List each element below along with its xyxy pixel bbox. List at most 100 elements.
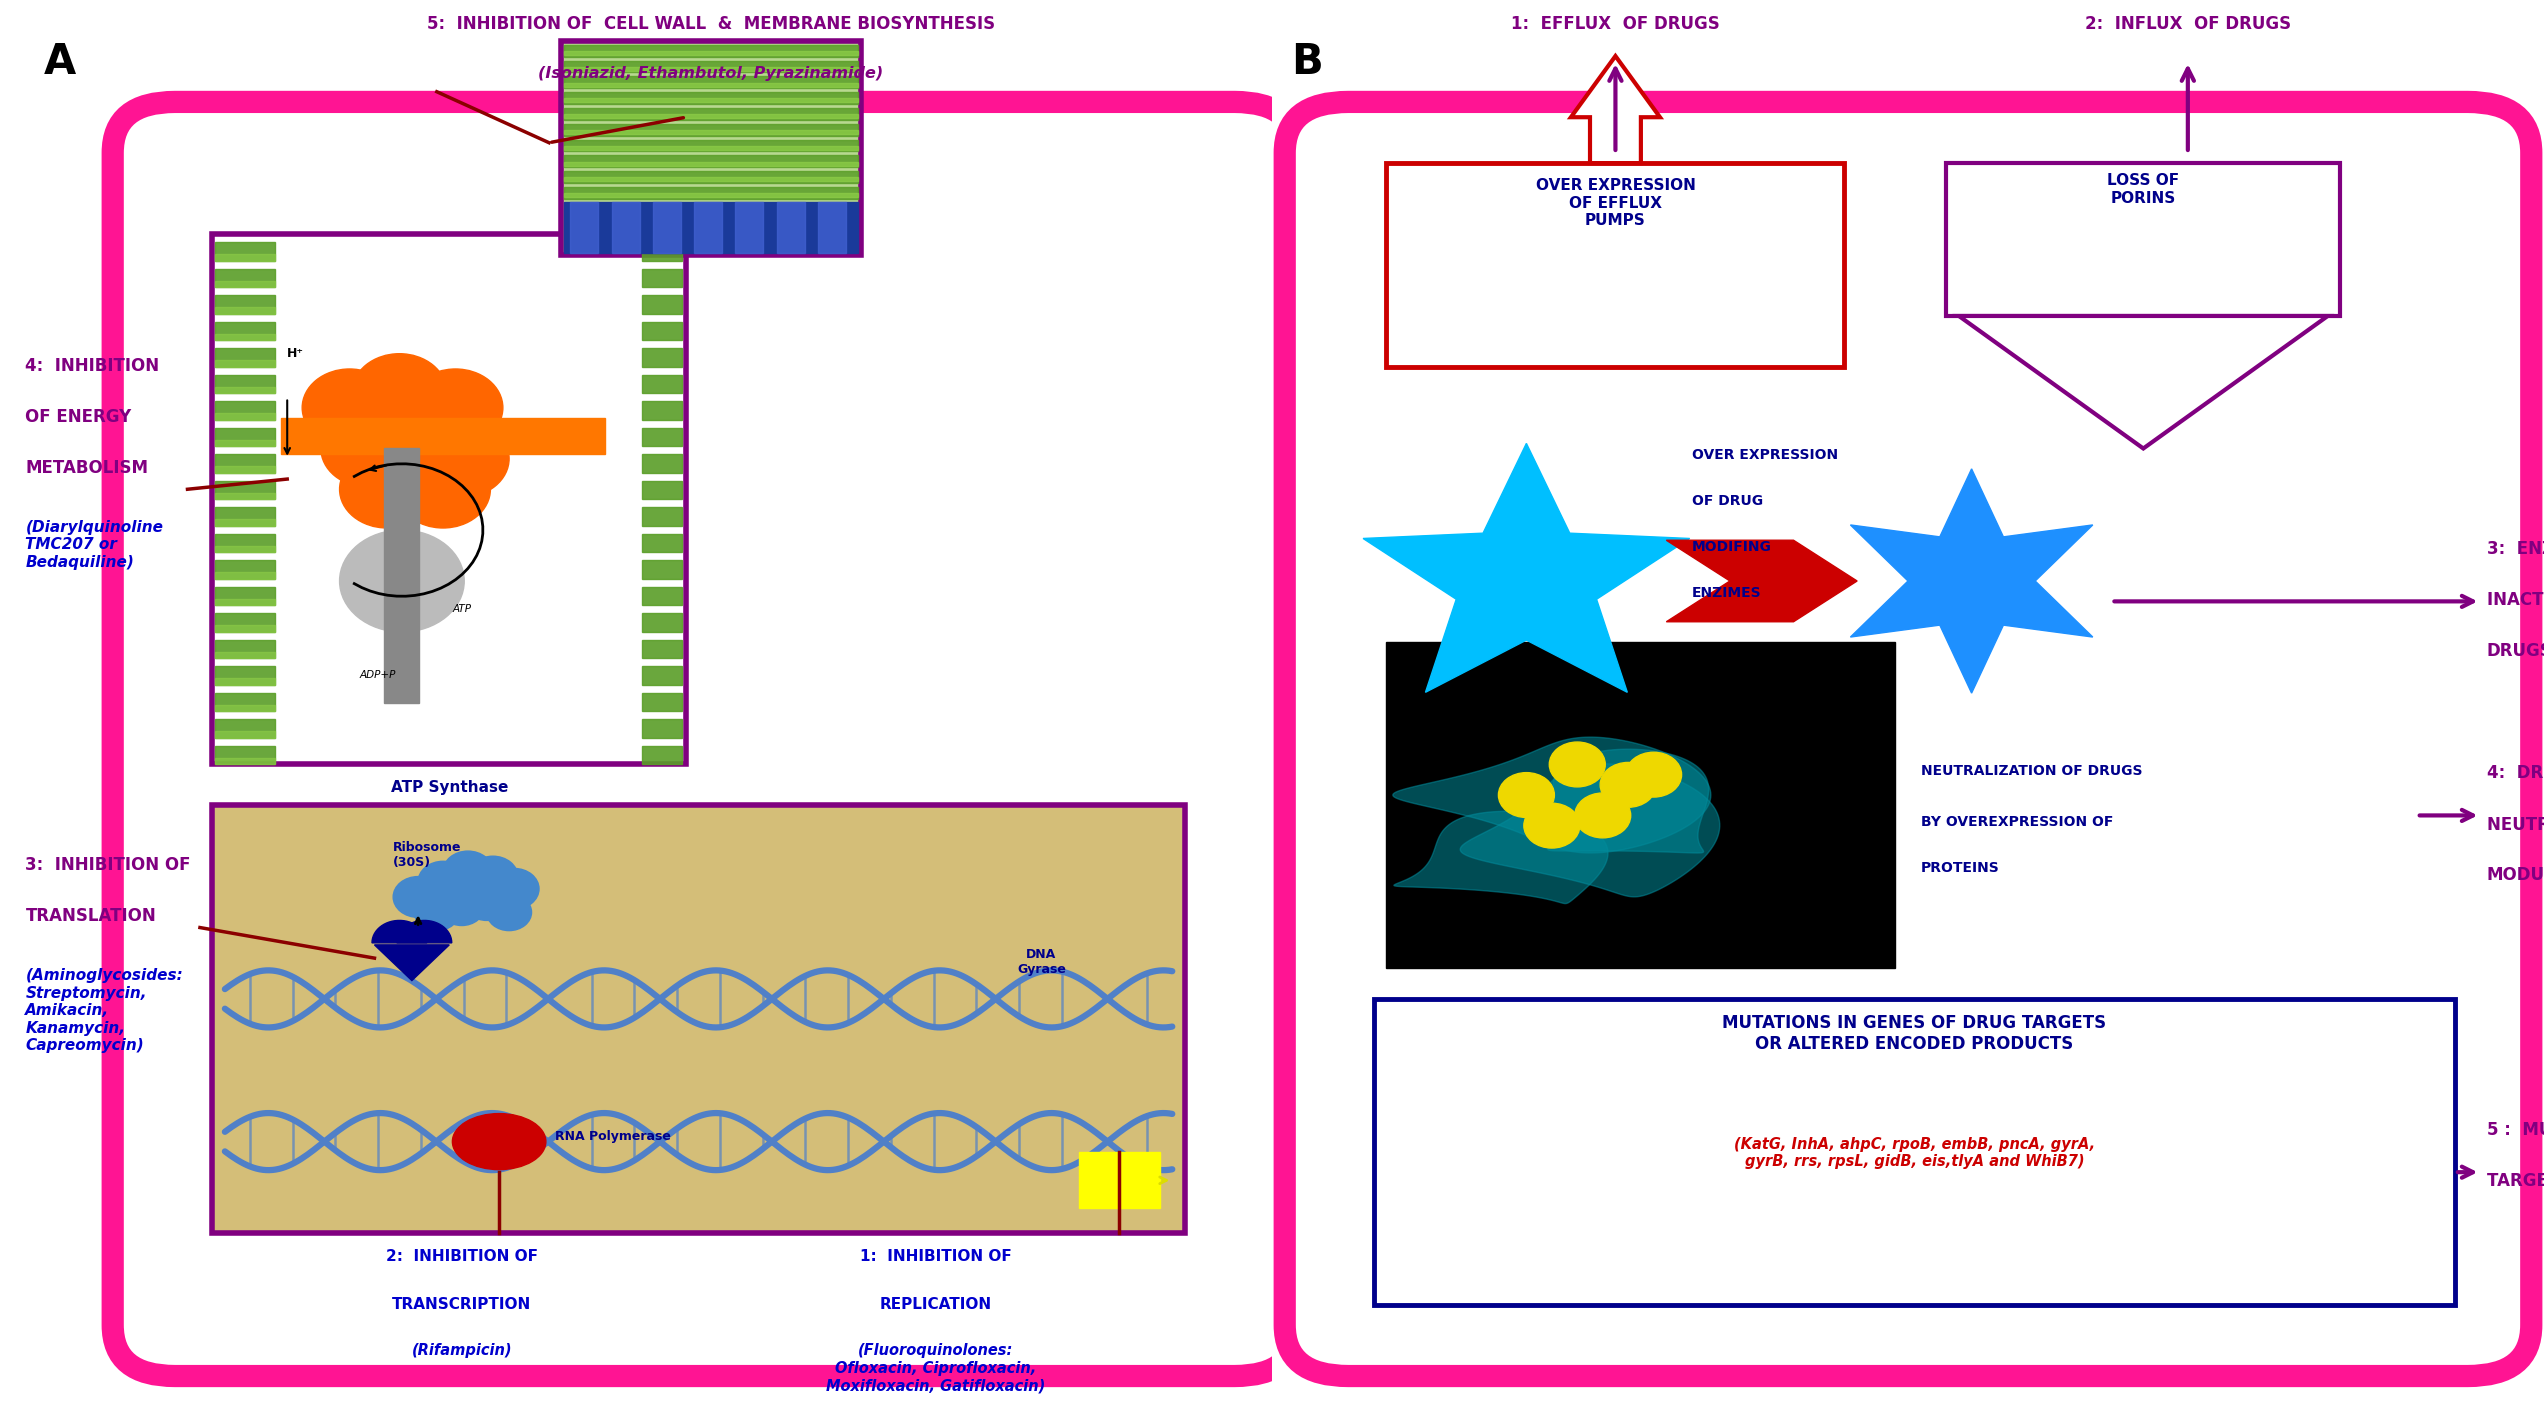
Circle shape [397,451,491,528]
Bar [735,201,763,253]
Bar [214,572,275,579]
FancyBboxPatch shape [1285,101,2531,1376]
Circle shape [338,451,435,528]
Bar [214,678,275,685]
Text: MODULATION: MODULATION [2488,866,2544,885]
Circle shape [486,893,532,930]
Circle shape [338,529,463,632]
Bar [644,534,682,552]
Bar [214,361,275,367]
Circle shape [415,893,460,930]
Bar [214,428,275,447]
Text: MODIFING: MODIFING [1692,541,1771,554]
Bar [214,243,275,261]
Text: (Isoniazid, Ethambutol, Pyrazinamide): (Isoniazid, Ethambutol, Pyrazinamide) [539,66,883,81]
Text: 2:  INFLUX  OF DRUGS: 2: INFLUX OF DRUGS [2084,16,2292,33]
Bar [644,586,682,605]
FancyBboxPatch shape [214,805,1186,1233]
Circle shape [440,889,483,926]
Bar [214,746,275,765]
Bar [644,719,682,738]
Bar [644,639,682,658]
Bar [214,254,275,261]
Bar [654,201,682,253]
Bar [214,652,275,658]
Bar [214,547,275,552]
FancyBboxPatch shape [562,41,860,255]
Polygon shape [1460,763,1720,896]
Circle shape [394,876,443,918]
Bar [1374,999,2455,1304]
Bar [214,481,275,499]
Bar [214,467,275,472]
Text: (Diarylquinoline
TMC207 or
Bedaquiline): (Diarylquinoline TMC207 or Bedaquiline) [25,519,163,569]
Bar [214,666,275,685]
Bar [214,705,275,712]
Bar [644,561,682,579]
Bar [280,418,605,454]
Circle shape [417,862,468,902]
Bar [214,639,275,658]
Bar [214,758,275,765]
Bar [565,98,857,103]
Circle shape [1626,752,1682,798]
Bar [644,428,682,447]
Text: DRUGS: DRUGS [2488,642,2544,661]
Bar [214,307,275,314]
Circle shape [321,410,415,487]
Bar [214,348,275,367]
Bar [644,508,682,527]
Polygon shape [1394,812,1608,903]
Polygon shape [1666,541,1857,622]
Text: B: B [1290,41,1323,83]
Text: A: A [43,41,76,83]
Text: DNA
Gyrase: DNA Gyrase [1018,948,1066,976]
Bar [644,454,682,472]
Text: OVER EXPRESSION
OF EFFLUX
PUMPS: OVER EXPRESSION OF EFFLUX PUMPS [1537,178,1694,228]
Bar [214,625,275,632]
Bar [565,76,857,88]
Bar [214,323,275,341]
Text: (KatG, InhA, ahpC, rpoB, embB, pncA, gyrA,
gyrB, rrs, rpsL, gidB, eis,tlyA and W: (KatG, InhA, ahpC, rpoB, embB, pncA, gyr… [1735,1136,2094,1169]
Bar [214,387,275,394]
Text: (Aminoglycosides:
Streptomycin,
Amikacin,
Kanamycin,
Capreomycin): (Aminoglycosides: Streptomycin, Amikacin… [25,969,183,1053]
Bar [214,375,275,394]
Bar [214,586,275,605]
Bar [214,599,275,605]
Bar [1386,642,1895,969]
Bar [214,295,275,314]
Text: REPLICATION: REPLICATION [880,1297,992,1311]
Circle shape [1600,762,1656,808]
Bar [214,401,275,420]
Bar [644,401,682,420]
Text: 5 :  MUTATIONS IN: 5 : MUTATIONS IN [2488,1122,2544,1139]
Text: PROTEINS: PROTEINS [1921,862,2000,875]
Circle shape [351,354,448,431]
Polygon shape [1849,469,2094,694]
Text: 1:  INHIBITION OF: 1: INHIBITION OF [860,1249,1013,1264]
Bar [214,732,275,738]
Polygon shape [1364,444,1689,692]
Circle shape [443,850,494,892]
Bar [644,694,682,712]
Bar [644,614,682,632]
Text: ADP+P: ADP+P [359,669,397,679]
Bar [214,440,275,447]
Bar [565,108,857,120]
Bar [695,201,722,253]
Bar [565,67,857,71]
Polygon shape [1547,749,1710,853]
Text: METABOLISM: METABOLISM [25,458,148,477]
Text: TARGET GENES: TARGET GENES [2488,1172,2544,1190]
Bar [214,492,275,499]
Bar [214,534,275,552]
Text: TRANSLATION: TRANSLATION [25,908,155,925]
Bar [565,140,857,151]
Bar [644,666,682,685]
Text: 5:  INHIBITION OF  CELL WALL  &  MEMBRANE BIOSYNTHESIS: 5: INHIBITION OF CELL WALL & MEMBRANE BI… [427,16,995,33]
Circle shape [1498,772,1554,818]
Polygon shape [371,920,427,943]
Bar [644,746,682,765]
Circle shape [1524,803,1580,848]
Bar [214,694,275,712]
